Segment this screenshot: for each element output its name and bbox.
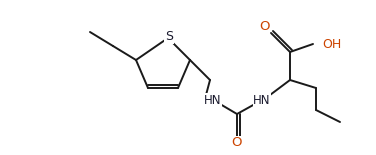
Text: HN: HN: [204, 93, 222, 106]
Text: O: O: [232, 137, 242, 150]
Text: OH: OH: [322, 38, 341, 51]
Text: S: S: [165, 31, 173, 44]
Text: HN: HN: [253, 93, 271, 106]
Text: O: O: [259, 20, 269, 33]
